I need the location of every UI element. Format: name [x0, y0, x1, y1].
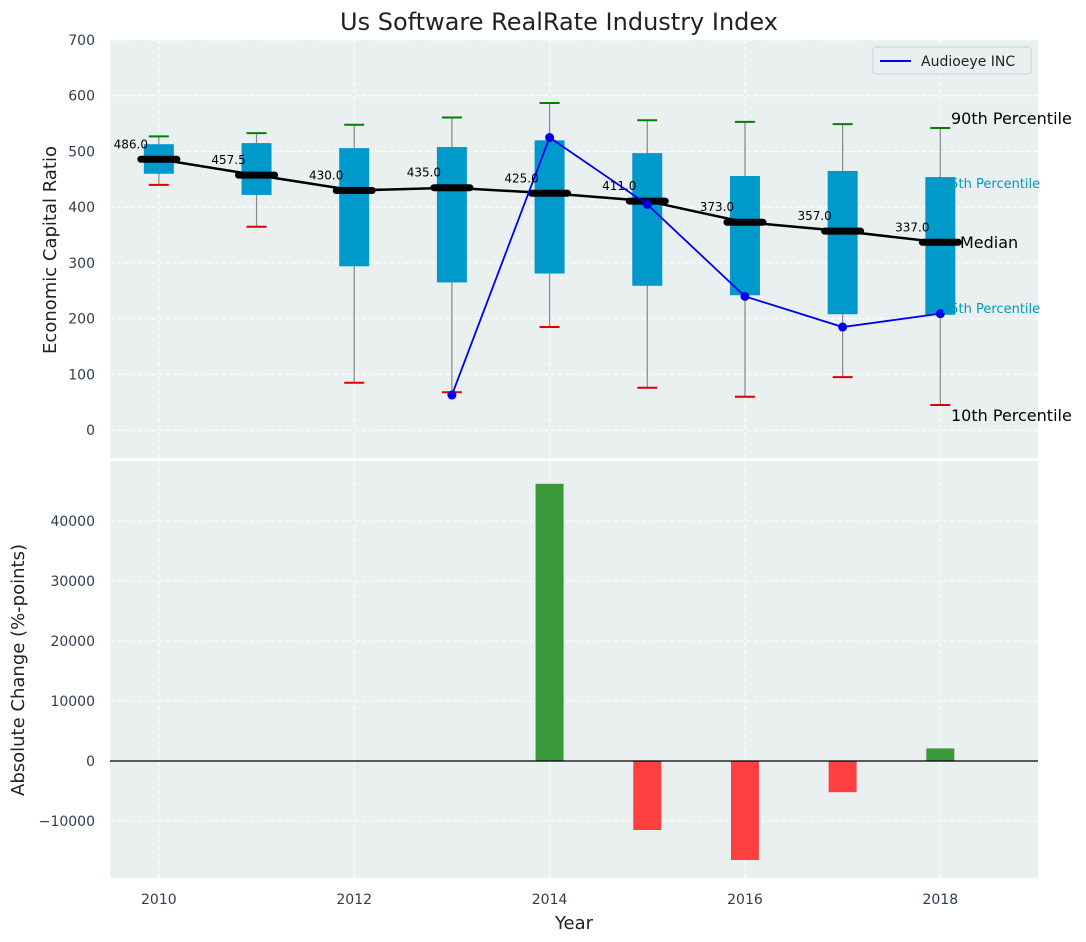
box-2015	[632, 153, 663, 286]
top-y-tick-label: 700	[68, 33, 95, 49]
median-label-2012: 430.0	[309, 168, 343, 182]
x-tick-label: 2018	[922, 892, 958, 908]
box-2018	[925, 177, 956, 315]
bottom-y-tick-label: −10000	[39, 814, 95, 830]
top-y-tick-label: 500	[68, 144, 95, 160]
x-tick-label: 2012	[336, 892, 372, 908]
box-2017	[827, 170, 858, 315]
change-bars	[535, 483, 955, 860]
box-2014	[534, 140, 565, 274]
box-plot-group	[137, 101, 962, 407]
series-point-2013	[447, 390, 457, 400]
bar-2017	[828, 761, 857, 793]
series-line	[451, 136, 941, 396]
x-tick-label: 2014	[532, 892, 568, 908]
bottom-y-tick-label: 20000	[50, 634, 95, 650]
bottom-y-tick-label: 30000	[50, 574, 95, 590]
bottom-plot-area	[110, 461, 1038, 878]
median-line	[158, 158, 941, 244]
bottom-y-tick-label: 40000	[50, 514, 95, 530]
series-point-2016	[740, 291, 750, 301]
series-point-2017	[838, 322, 848, 332]
top-y-axis: 0 100 200 300 400 500 600 700	[68, 33, 95, 439]
median-label-2016: 373.0	[700, 200, 734, 214]
company-series	[447, 133, 945, 400]
median-label-2010: 486.0	[114, 137, 148, 151]
top-y-tick-label: 400	[68, 200, 95, 216]
bottom-y-tick-label: 10000	[50, 694, 95, 710]
median-label-2013: 435.0	[407, 166, 441, 180]
bottom-y-axis-label: Absolute Change (%-points)	[8, 544, 29, 796]
legend-box	[872, 46, 1032, 75]
bar-2016	[730, 761, 759, 860]
annotation-10th-percentile: 10th Percentile	[951, 406, 1072, 425]
box-2012	[339, 148, 370, 267]
bar-2015	[633, 761, 662, 830]
x-tick-label: 2010	[141, 892, 177, 908]
annotation-75th-percentile: 75th Percentile	[942, 177, 1040, 192]
top-y-tick-label: 100	[68, 367, 95, 383]
annotation-25th-percentile: 25th Percentile	[942, 302, 1040, 317]
median-label-2011: 457.5	[211, 153, 245, 167]
x-axis: 2010 2012 2014 2016 2018	[141, 892, 958, 908]
top-y-tick-label: 300	[68, 256, 95, 272]
median-trend	[158, 158, 941, 244]
annotation-median: Median	[960, 233, 1018, 252]
median-labels: 486.0 457.5 430.0 435.0 425.0 411.0 373.0 357.0…	[114, 137, 930, 234]
chart-title: Us Software RealRate Industry Index	[340, 8, 778, 36]
annotation-90th-percentile: 90th Percentile	[951, 109, 1072, 128]
series-point-2018	[935, 309, 945, 319]
top-y-axis-label: Economic Capital Ratio	[40, 146, 61, 354]
legend-label-audioeye: Audioeye INC	[921, 54, 1015, 70]
series-point-2015	[642, 199, 652, 209]
box-2013	[436, 147, 467, 283]
median-label-2015: 411.0	[602, 179, 636, 193]
median-label-2014: 425.0	[504, 171, 538, 185]
median-label-2017: 357.0	[797, 209, 831, 223]
top-y-tick-label: 0	[86, 423, 95, 439]
bottom-y-axis: −10000 0 10000 20000 30000 40000	[39, 514, 95, 830]
box-2016	[729, 175, 760, 296]
bar-2018	[926, 748, 955, 761]
top-y-tick-label: 600	[68, 89, 95, 105]
legend: Audioeye INC	[872, 46, 1032, 75]
bar-2014	[535, 483, 564, 761]
x-axis-label: Year	[554, 913, 594, 934]
top-y-tick-label: 200	[68, 312, 95, 328]
top-plot-area	[110, 40, 1038, 458]
series-point-2014	[545, 133, 555, 143]
median-label-2018: 337.0	[895, 220, 929, 234]
bottom-y-tick-label: 0	[86, 754, 95, 770]
box-2011	[241, 143, 272, 195]
x-tick-label: 2016	[727, 892, 763, 908]
